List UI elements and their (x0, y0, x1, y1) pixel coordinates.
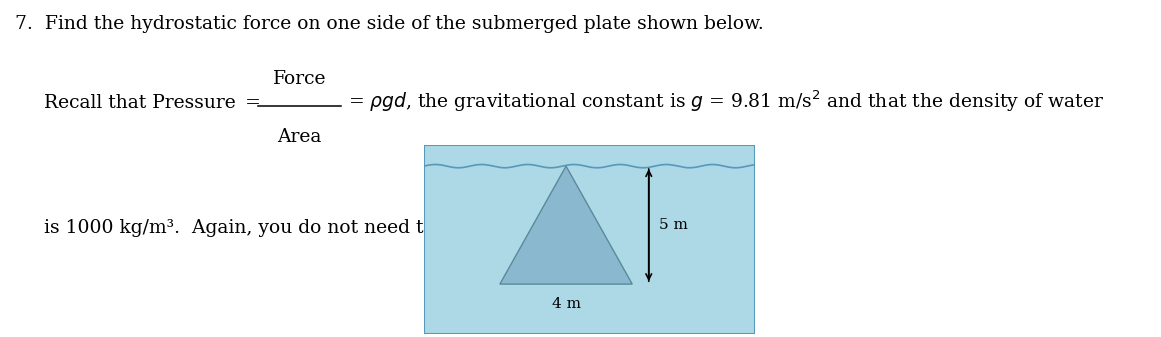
Text: is 1000 kg/m³.  Again, you do not need to simplify your numerical answer.: is 1000 kg/m³. Again, you do not need to… (44, 219, 743, 237)
Text: Recall that Pressure =: Recall that Pressure = (44, 94, 261, 112)
Text: Area: Area (277, 128, 322, 146)
Text: 5 m: 5 m (658, 218, 687, 232)
Text: 7.  Find the hydrostatic force on one side of the submerged plate shown below.: 7. Find the hydrostatic force on one sid… (15, 15, 764, 33)
Text: 4 m: 4 m (551, 297, 580, 311)
Polygon shape (500, 166, 633, 284)
Text: = $\rho gd$, the gravitational constant is $g$ = 9.81 m/s$^2$ and that the densi: = $\rho gd$, the gravitational constant … (348, 88, 1104, 114)
Text: Force: Force (273, 70, 326, 88)
